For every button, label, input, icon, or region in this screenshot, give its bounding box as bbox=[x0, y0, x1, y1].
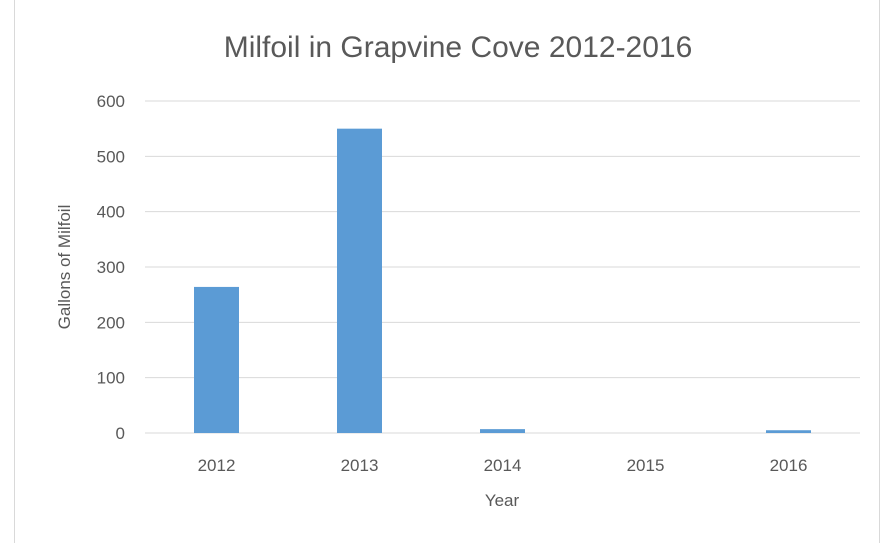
y-tick-label: 200 bbox=[97, 313, 125, 332]
x-tick-label: 2012 bbox=[198, 456, 236, 475]
x-tick-label: 2015 bbox=[627, 456, 665, 475]
y-axis-title: Gallons of Milfoil bbox=[55, 205, 74, 330]
y-tick-label: 0 bbox=[116, 424, 125, 443]
bars bbox=[194, 128, 811, 433]
y-axis-ticks: 0 100 200 300 400 500 600 bbox=[97, 92, 125, 443]
gridlines bbox=[145, 100, 860, 434]
y-tick-label: 400 bbox=[97, 203, 125, 222]
bar-2012 bbox=[194, 286, 239, 433]
bar-2016 bbox=[766, 430, 811, 433]
x-tick-label: 2014 bbox=[484, 456, 522, 475]
bar-2013 bbox=[337, 128, 382, 433]
y-tick-label: 100 bbox=[97, 369, 125, 388]
chart-frame bbox=[14, 0, 880, 543]
x-axis-title: Year bbox=[485, 491, 520, 510]
y-tick-label: 500 bbox=[97, 147, 125, 166]
y-tick-label: 300 bbox=[97, 258, 125, 277]
y-tick-label: 600 bbox=[97, 92, 125, 111]
x-tick-label: 2016 bbox=[770, 456, 808, 475]
bar-2014 bbox=[480, 429, 525, 433]
x-axis-ticks: 2012 2013 2014 2015 2016 bbox=[198, 456, 808, 475]
chart-title: Milfoil in Grapvine Cove 2012-2016 bbox=[224, 31, 693, 64]
x-tick-label: 2013 bbox=[341, 456, 379, 475]
